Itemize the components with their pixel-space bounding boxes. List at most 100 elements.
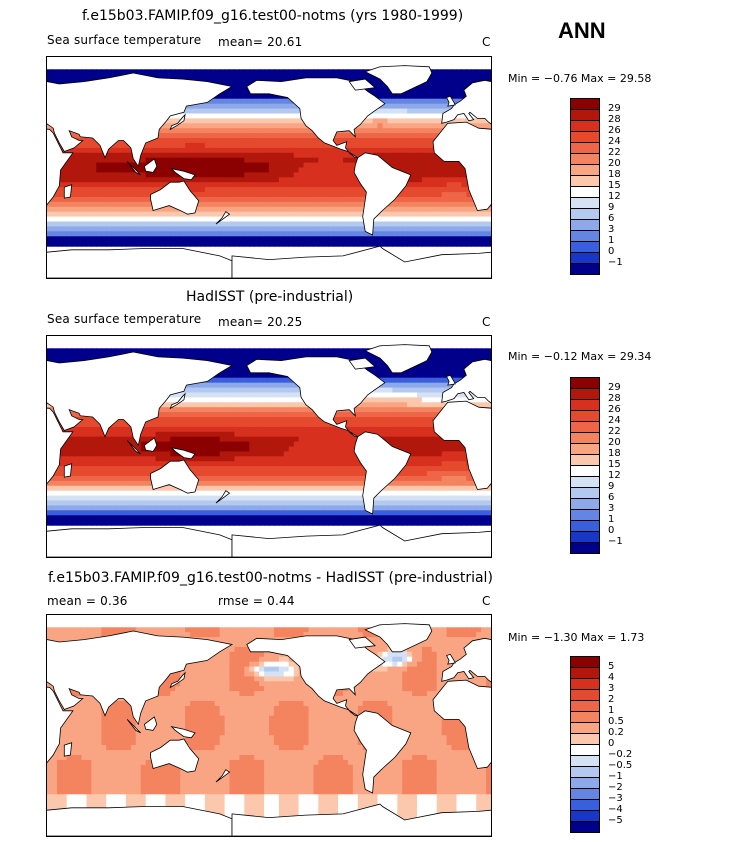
- colorbar-swatch: [571, 454, 599, 465]
- land-outline: [63, 184, 73, 199]
- land-outline: [63, 742, 73, 757]
- land-outline: [446, 95, 456, 107]
- colorbar-tick-label: 22: [608, 147, 621, 158]
- min-max-label: Min = −1.30 Max = 1.73: [508, 631, 645, 644]
- colorbar-tick-label: 3: [608, 683, 615, 694]
- land-outline: [432, 679, 491, 769]
- colorbar-swatch: [571, 733, 599, 744]
- colorbar-swatch: [571, 722, 599, 733]
- land-outline: [446, 374, 456, 386]
- land-outline: [47, 72, 234, 168]
- colorbar-swatch: [571, 711, 599, 722]
- colorbar-tick-label: 28: [608, 393, 621, 404]
- colorbar-swatch: [571, 755, 599, 766]
- colorbar-tick-label: 24: [608, 415, 621, 426]
- colorbar-swatch: [571, 377, 599, 388]
- colorbar-swatch: [571, 197, 599, 208]
- colorbar-tick-label: 20: [608, 158, 621, 169]
- land-outline: [215, 769, 231, 783]
- colorbar-swatch: [571, 744, 599, 755]
- colorbar-swatch: [571, 175, 599, 186]
- land-outline: [47, 686, 74, 764]
- colorbar-tick-label: −1: [608, 771, 623, 782]
- colorbar-swatch: [571, 531, 599, 542]
- colorbar-tick-label: 0.5: [608, 716, 624, 727]
- panel-title: HadISST (pre-industrial): [186, 289, 354, 305]
- colorbar-tick-label: 26: [608, 125, 621, 136]
- colorbar-swatch: [571, 542, 599, 553]
- land-outline: [441, 358, 491, 404]
- colorbar-swatch: [571, 208, 599, 219]
- land-outline: [441, 637, 491, 683]
- colorbar-swatch: [571, 656, 599, 667]
- land-outline: [126, 719, 141, 734]
- land-outline: [143, 158, 158, 173]
- land-outline: [169, 671, 186, 689]
- colorbar-tick-label: 15: [608, 180, 621, 191]
- colorbar-swatch: [571, 810, 599, 821]
- colorbar-swatch: [571, 131, 599, 142]
- land-outline: [353, 710, 412, 794]
- colorbar-tick-label: 12: [608, 191, 621, 202]
- colorbar-tick-label: 3: [608, 224, 615, 235]
- colorbar-swatch: [571, 410, 599, 421]
- colorbar-tick-label: 28: [608, 114, 621, 125]
- land-outline: [446, 653, 456, 665]
- colorbar-tick-label: −5: [608, 815, 623, 826]
- land-outline: [231, 524, 491, 557]
- sst-map: [46, 335, 492, 558]
- colorbar-swatch: [571, 98, 599, 109]
- land-outline: [150, 180, 200, 215]
- colorbar-tick-label: 0: [608, 738, 615, 749]
- land-outline: [47, 630, 234, 726]
- land-outline: [215, 490, 231, 504]
- colorbar-swatch: [571, 700, 599, 711]
- colorbar-swatch: [571, 799, 599, 810]
- land-outline: [47, 407, 74, 485]
- colorbar-tick-label: 9: [608, 202, 615, 213]
- land-outline: [143, 716, 158, 731]
- colorbar-tick-label: 20: [608, 437, 621, 448]
- colorbar-tick-label: 0.2: [608, 727, 624, 738]
- land-outline: [47, 248, 233, 278]
- colorbar-swatch: [571, 241, 599, 252]
- land-outline: [215, 211, 231, 225]
- land-outline: [143, 437, 158, 452]
- colorbar-swatch: [571, 388, 599, 399]
- colorbar-swatch: [571, 263, 599, 274]
- colorbar-swatches: [570, 656, 600, 833]
- colorbar-tick-label: 22: [608, 426, 621, 437]
- colorbar-swatch: [571, 252, 599, 263]
- colorbar-swatches: [570, 98, 600, 275]
- colorbar-tick-label: 4: [608, 672, 615, 683]
- colorbar-tick-label: 6: [608, 492, 615, 503]
- land-outline: [126, 440, 141, 455]
- colorbar-swatch: [571, 777, 599, 788]
- land-outline: [150, 738, 200, 773]
- colorbar-tick-label: 1: [608, 235, 615, 246]
- land-outline: [47, 351, 234, 447]
- land-outline: [231, 803, 491, 836]
- min-max-label: Min = −0.12 Max = 29.34: [508, 350, 652, 363]
- land-outline: [364, 623, 433, 653]
- land-outline: [353, 431, 412, 515]
- land-outline: [170, 726, 196, 739]
- colorbar-tick-label: −0.5: [608, 760, 633, 771]
- land-outline: [63, 463, 73, 478]
- colorbar-swatch: [571, 142, 599, 153]
- land-outline: [432, 400, 491, 490]
- sst-difference-map: [46, 614, 492, 837]
- land-outline: [348, 636, 377, 649]
- colorbar-tick-label: −1: [608, 536, 623, 547]
- colorbar-tick-label: 5: [608, 661, 615, 672]
- colorbar-tick-label: 6: [608, 213, 615, 224]
- colorbar-swatch: [571, 667, 599, 678]
- land-outline: [47, 527, 233, 557]
- land-outline: [150, 459, 200, 494]
- colorbar-swatch: [571, 487, 599, 498]
- colorbar-swatches: [570, 377, 600, 554]
- land-outline: [348, 78, 377, 91]
- colorbar-tick-label: 1: [608, 705, 615, 716]
- colorbar-swatch: [571, 476, 599, 487]
- colorbar-tick-label: 24: [608, 136, 621, 147]
